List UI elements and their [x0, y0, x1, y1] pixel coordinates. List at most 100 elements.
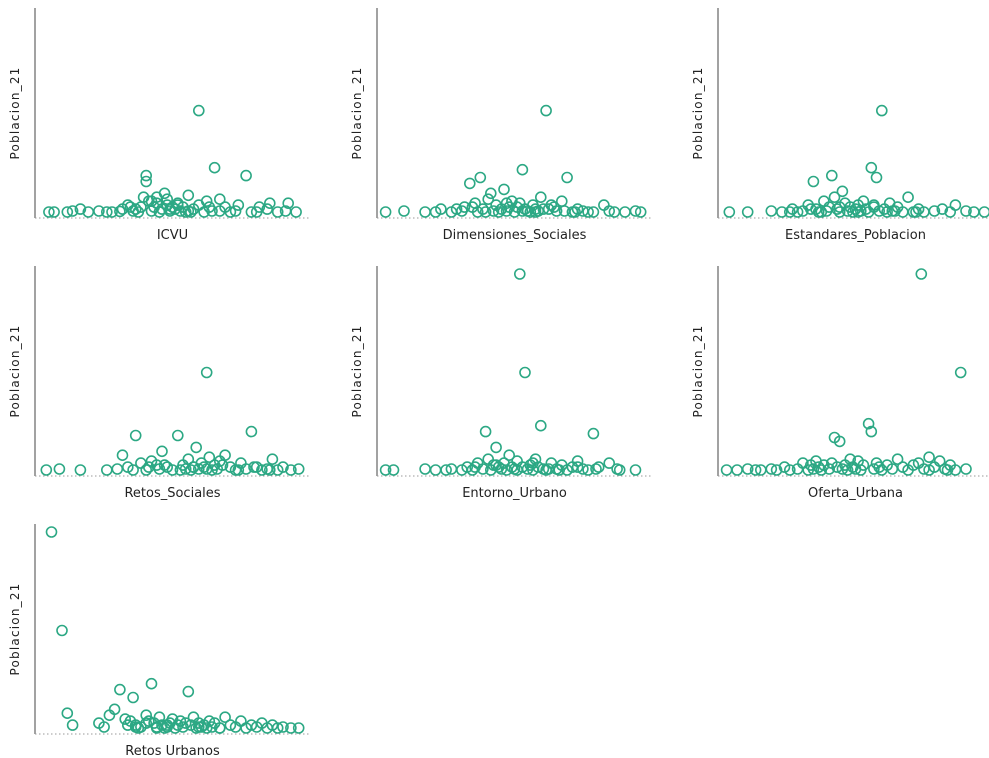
data-point — [214, 193, 226, 205]
data-point — [918, 463, 930, 475]
data-point — [550, 205, 563, 217]
data-point — [783, 464, 796, 476]
data-point — [158, 459, 171, 471]
data-point — [619, 206, 631, 218]
data-point — [282, 197, 295, 209]
data-point — [902, 191, 914, 203]
data-point — [868, 463, 880, 475]
data-point — [807, 175, 820, 188]
data-point — [587, 206, 600, 218]
data-point — [886, 463, 899, 475]
data-point — [153, 711, 166, 724]
data-point — [553, 464, 566, 476]
data-point — [387, 464, 400, 476]
data-point — [479, 425, 492, 438]
data-point — [172, 429, 184, 442]
data-point — [235, 715, 247, 727]
data-point — [245, 425, 258, 438]
data-point — [915, 268, 928, 280]
data-point — [629, 464, 642, 476]
scatter-panel-5: Oferta_Urbana Poblacion_21 — [691, 266, 989, 501]
data-point — [56, 624, 68, 637]
data-point — [398, 205, 410, 217]
data-point — [825, 169, 838, 182]
y-axis-label: Poblacion_21 — [8, 324, 22, 417]
data-point — [74, 203, 87, 215]
data-point — [582, 464, 594, 476]
data-point — [513, 268, 526, 280]
data-point — [140, 464, 152, 476]
data-point — [613, 464, 626, 476]
data-point — [182, 685, 195, 698]
data-point — [954, 366, 967, 379]
data-point — [873, 461, 886, 473]
data-point — [140, 717, 152, 729]
data-point — [928, 205, 941, 217]
data-point — [182, 189, 195, 202]
data-point — [577, 463, 589, 475]
data-point — [765, 463, 778, 475]
data-point — [245, 719, 258, 731]
data-point — [290, 206, 302, 218]
data-point — [807, 463, 820, 475]
data-point — [190, 441, 202, 454]
data-point — [124, 201, 137, 213]
data-point — [723, 206, 736, 218]
data-point — [140, 709, 152, 722]
data-point — [66, 719, 79, 731]
data-point — [466, 201, 479, 213]
data-point — [490, 441, 502, 454]
scatter-panel-0: ICVU Poblacion_21 — [8, 8, 310, 243]
data-point — [440, 464, 452, 476]
data-point — [474, 171, 487, 184]
data-point — [783, 206, 796, 218]
data-point — [193, 721, 205, 733]
data-point — [749, 464, 762, 476]
data-point — [271, 722, 284, 734]
data-point — [477, 463, 489, 475]
data-point — [129, 429, 142, 442]
data-point — [93, 205, 105, 217]
data-point — [490, 459, 502, 471]
data-point — [592, 461, 605, 473]
data-point — [776, 206, 788, 218]
data-point — [791, 206, 804, 218]
data-point — [477, 203, 489, 215]
data-point — [292, 722, 305, 734]
data-point — [582, 206, 594, 218]
data-point — [214, 722, 226, 734]
data-point — [907, 459, 920, 471]
data-point — [765, 205, 778, 217]
data-point — [503, 449, 516, 462]
data-point — [960, 205, 972, 217]
data-point — [43, 206, 55, 218]
data-point — [741, 463, 754, 475]
data-point — [263, 464, 276, 476]
data-point — [379, 464, 392, 476]
data-point — [463, 177, 476, 190]
data-point — [484, 187, 497, 200]
y-axis-label: Poblacion_21 — [350, 324, 364, 417]
data-point — [127, 691, 139, 704]
data-point — [203, 201, 216, 213]
data-point — [106, 206, 118, 218]
data-point — [561, 171, 573, 184]
data-point — [569, 206, 581, 218]
data-point — [498, 183, 510, 196]
data-point — [114, 205, 126, 218]
data-point — [891, 453, 904, 466]
data-point — [831, 461, 843, 473]
x-axis-label: Oferta_Urbana — [808, 486, 903, 501]
data-point — [527, 457, 539, 469]
y-axis-label: Poblacion_21 — [691, 324, 705, 417]
data-point — [540, 104, 552, 117]
data-point — [868, 199, 880, 211]
data-point — [836, 185, 849, 198]
scatter-panel-1: Dimensiones_Sociales Poblacion_21 — [350, 8, 652, 243]
x-axis-label: ICVU — [157, 228, 188, 243]
data-point — [587, 427, 600, 440]
data-point — [949, 199, 962, 211]
data-point — [108, 703, 121, 716]
data-point — [534, 419, 547, 432]
data-point — [240, 169, 252, 182]
